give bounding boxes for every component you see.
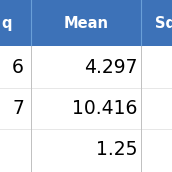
Text: Mean: Mean: [63, 16, 109, 31]
Text: q: q: [2, 16, 12, 31]
Text: 6: 6: [12, 58, 24, 77]
Text: 4.297: 4.297: [84, 58, 138, 77]
Text: 1.25: 1.25: [96, 140, 138, 159]
Bar: [0, 129, 172, 170]
Bar: [0, 0, 172, 46]
Bar: [0, 46, 172, 88]
Bar: [0, 88, 172, 129]
Text: 10.416: 10.416: [72, 99, 138, 118]
Text: 7: 7: [12, 99, 24, 118]
Text: Sq: Sq: [155, 16, 172, 31]
